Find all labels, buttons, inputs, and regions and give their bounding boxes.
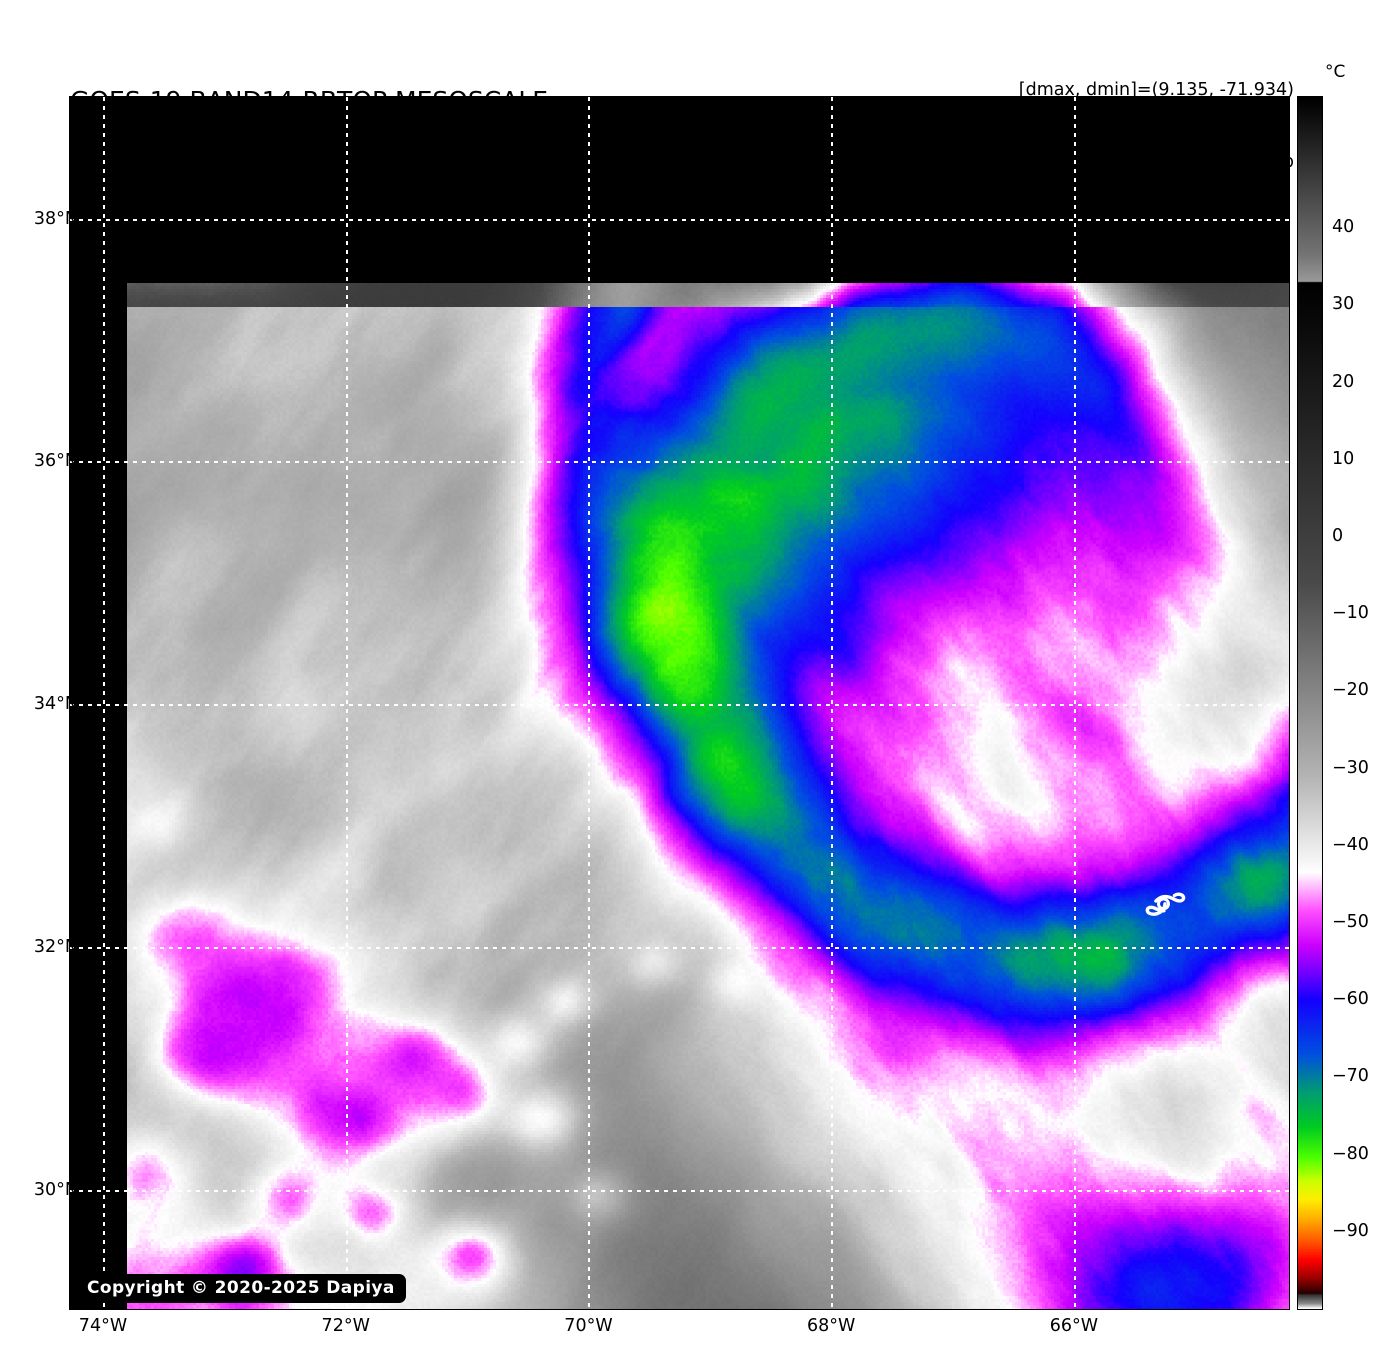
colorbar-gradient xyxy=(1298,97,1322,1309)
dminmax-label: [dmax, dmin]=(9.135, -71.934) xyxy=(1018,80,1294,100)
colorbar-tick-8: −40 xyxy=(1332,834,1369,855)
colorbar-tick-12: −80 xyxy=(1332,1143,1369,1164)
colorbar-tick-2: 20 xyxy=(1332,371,1355,392)
colorbar-tick-0: 40 xyxy=(1332,217,1355,238)
y-axis-tick-4: 30°N xyxy=(33,1179,78,1200)
colorbar-tick-11: −70 xyxy=(1332,1066,1369,1087)
y-axis-tick-0: 38°N xyxy=(33,208,78,229)
colorbar-tick-7: −30 xyxy=(1332,757,1369,778)
y-axis-tick-2: 34°N xyxy=(33,694,78,715)
ir-brightness-temperature-raster xyxy=(70,97,1289,1309)
y-axis-tick-3: 32°N xyxy=(33,937,78,957)
x-axis-tick-1: 72°W xyxy=(321,1316,370,1336)
y-axis-tick-1: 36°N xyxy=(33,451,78,472)
colorbar-tick-3: 10 xyxy=(1332,448,1355,469)
copyright-watermark: Copyright © 2020-2025 Dapiya xyxy=(76,1274,406,1303)
colorbar-tick-5: −10 xyxy=(1332,603,1369,624)
x-axis-tick-3: 68°W xyxy=(807,1316,856,1336)
colorbar-units-label: °C xyxy=(1325,62,1346,82)
satellite-imagery xyxy=(70,97,1289,1309)
colorbar-tick-9: −50 xyxy=(1332,912,1369,932)
colorbar-tick-13: −90 xyxy=(1332,1220,1369,1241)
x-axis-tick-2: 70°W xyxy=(564,1316,613,1336)
colorbar-tick-1: 30 xyxy=(1332,294,1355,315)
x-axis-tick-4: 66°W xyxy=(1049,1316,1099,1336)
x-axis-tick-0: 74°W xyxy=(78,1316,128,1336)
colorbar-tick-6: −20 xyxy=(1332,680,1369,701)
map-plot-area[interactable]: Copyright © 2020-2025 Dapiya xyxy=(69,96,1290,1310)
colorbar-tick-10: −60 xyxy=(1332,989,1369,1010)
temperature-colorbar[interactable] xyxy=(1297,96,1323,1310)
colorbar-tick-4: 0 xyxy=(1332,526,1344,547)
